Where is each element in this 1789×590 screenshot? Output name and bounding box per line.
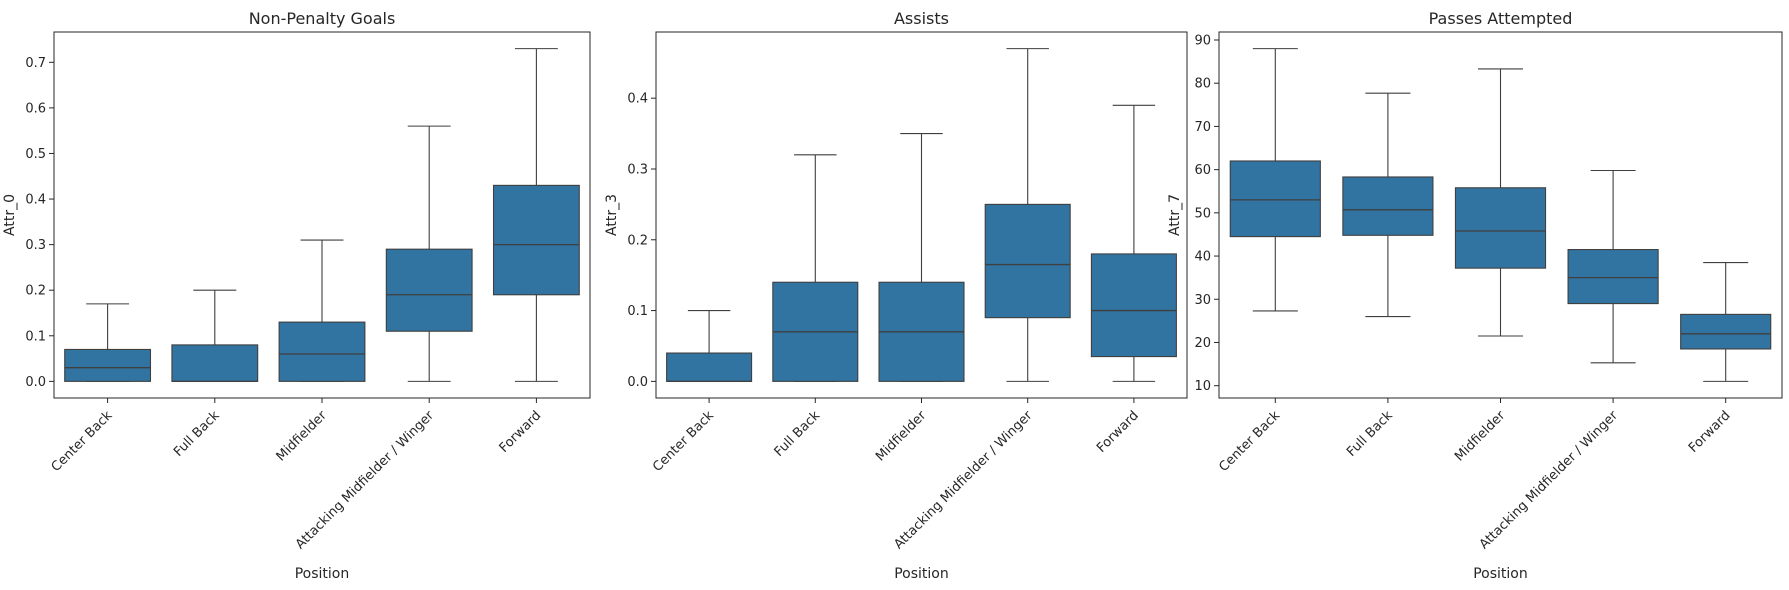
chart-panel-3: Passes Attempted 10 20 30 40 50 60 70 80 90 Attr_7… [1167, 9, 1783, 582]
box-iqr [492, 184, 580, 296]
box-midfielder [878, 133, 965, 382]
box-attacking-midfielder-winger [1567, 169, 1659, 364]
x-tick-label: Midfielder [1452, 408, 1509, 465]
y-tick-label: 0.2 [25, 284, 46, 299]
box-iqr [666, 352, 753, 382]
box-center-back [64, 303, 152, 382]
box-iqr [1680, 313, 1772, 350]
y-tick-label: 20 [1194, 336, 1211, 351]
y-tick-label: 0.0 [25, 375, 46, 390]
box-iqr [1567, 249, 1659, 305]
y-tick-label: 0.7 [25, 56, 46, 71]
x-tick-label: Midfielder [274, 408, 331, 465]
box-iqr [171, 344, 259, 382]
chart-title: Passes Attempted [1429, 9, 1573, 28]
y-tick-label: 0.3 [25, 238, 46, 253]
x-tick-label: Center Back [650, 408, 717, 475]
x-tick-label: Midfielder [873, 408, 930, 465]
box-iqr [1342, 176, 1434, 236]
box-forward [1090, 104, 1177, 382]
y-tick-label: 0.1 [25, 329, 46, 344]
box-iqr [278, 321, 366, 382]
y-tick-label: 10 [1194, 379, 1211, 394]
box-full-back [772, 154, 859, 382]
x-tick-label: Full Back [171, 408, 223, 460]
box-attacking-midfielder-winger [385, 125, 473, 382]
y-tick-label: 80 [1194, 77, 1211, 92]
box-forward [492, 48, 580, 382]
box-center-back [666, 310, 753, 383]
y-axis-label: Attr_7 [1167, 194, 1183, 236]
box-forward [1680, 261, 1772, 382]
y-tick-label: 90 [1194, 33, 1211, 48]
y-tick-label: 0.5 [25, 147, 46, 162]
y-tick-label: 60 [1194, 163, 1211, 178]
x-tick-label: Forward [1686, 408, 1734, 456]
y-tick-label: 0.6 [25, 101, 46, 116]
chart-panel-2: Assists 0.0 0.1 0.2 0.3 0.4 Attr_3 Center Back F… [604, 9, 1188, 582]
chart-title: Non-Penalty Goals [249, 9, 396, 28]
y-tick-label: 0.3 [627, 162, 648, 177]
x-tick-label: Attacking Midfielder / Winger [1477, 408, 1622, 553]
box-midfielder [278, 239, 366, 382]
y-tick-label: 50 [1194, 206, 1211, 221]
x-tick-label: Forward [497, 408, 545, 456]
box-full-back [1342, 92, 1434, 318]
box-iqr [1229, 160, 1321, 238]
box-iqr [64, 348, 152, 382]
x-axis-label: Position [295, 566, 350, 582]
x-tick-label: Center Back [1216, 408, 1283, 475]
y-tick-label: 0.4 [25, 193, 46, 208]
x-tick-label: Center Back [49, 408, 116, 475]
x-axis-label: Position [1473, 566, 1528, 582]
y-tick-label: 30 [1194, 293, 1211, 308]
y-axis-label: Attr_0 [2, 194, 18, 236]
box-midfielder [1454, 68, 1547, 337]
box-attacking-midfielder-winger [984, 48, 1071, 382]
box-iqr [385, 248, 473, 332]
box-iqr [1454, 187, 1547, 269]
y-tick-label: 0.4 [627, 92, 648, 107]
y-tick-label: 0.0 [627, 375, 648, 390]
box-full-back [171, 289, 259, 383]
y-axis-label: Attr_3 [604, 194, 620, 236]
x-tick-label: Forward [1094, 408, 1142, 456]
y-tick-label: 70 [1194, 120, 1211, 135]
box-iqr [984, 203, 1071, 319]
y-tick-label: 0.1 [627, 304, 648, 319]
y-tick-label: 0.2 [627, 233, 648, 248]
y-tick-label: 40 [1194, 250, 1211, 265]
chart-title: Assists [894, 9, 949, 28]
chart-panel-1: Non-Penalty Goals 0.0 0.1 0.2 0.3 0.4 0.5 0.6 0.… [2, 9, 591, 582]
x-tick-label: Full Back [772, 408, 824, 460]
x-tick-label: Full Back [1344, 408, 1396, 460]
box-iqr [1090, 253, 1177, 358]
x-axis-label: Position [894, 566, 949, 582]
box-center-back [1229, 48, 1321, 312]
